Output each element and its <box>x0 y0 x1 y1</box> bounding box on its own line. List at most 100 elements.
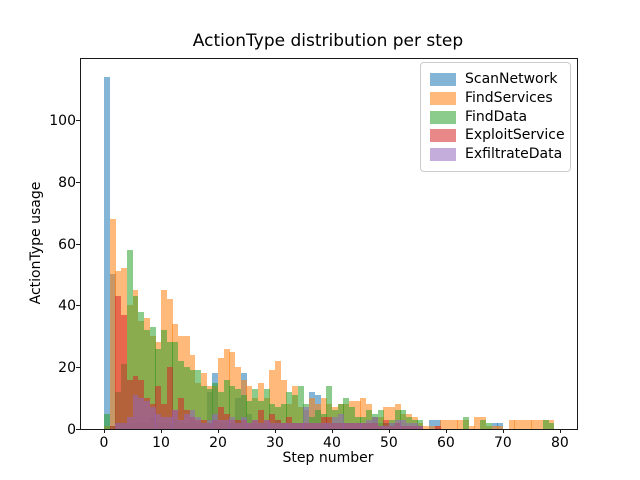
histogram-bar-exfiltratedata <box>178 419 185 429</box>
histogram-bar-findservices <box>445 419 452 429</box>
histogram-bar-findservices <box>388 407 395 429</box>
histogram-bar-exfiltratedata <box>326 422 333 429</box>
histogram-bar-findservices <box>451 419 458 429</box>
histogram-bar-finddata <box>126 249 133 429</box>
x-tick-label: 0 <box>99 435 109 451</box>
y-tick <box>76 243 80 245</box>
histogram-bar-exfiltratedata <box>121 422 128 429</box>
y-tick <box>76 305 80 307</box>
histogram-bar-finddata <box>229 385 236 429</box>
y-tick <box>76 119 80 121</box>
legend-label: ExploitService <box>465 127 565 144</box>
histogram-bar-scannetwork <box>434 419 441 429</box>
x-tick <box>274 429 276 433</box>
histogram-bar-findservices <box>537 419 544 429</box>
histogram-bar-exfiltratedata <box>309 422 316 429</box>
histogram-bar-scannetwork <box>491 422 498 429</box>
histogram-bar-finddata <box>286 391 293 429</box>
histogram-bar-exfiltratedata <box>331 416 338 429</box>
histogram-bar-finddata <box>480 419 487 429</box>
histogram-bar-finddata <box>206 388 213 429</box>
histogram-bar-exfiltratedata <box>183 413 190 429</box>
histogram-bar-finddata <box>485 422 492 429</box>
histogram-bar-exfiltratedata <box>246 422 253 429</box>
histogram-bar-scannetwork <box>497 422 504 429</box>
histogram-bar-findservices <box>514 419 521 429</box>
histogram-bar-finddata <box>297 385 304 429</box>
legend-swatch <box>430 73 456 86</box>
histogram-bar-exfiltratedata <box>388 422 395 429</box>
plot-area: 0 10 20 30 40 50 60 70 80 0 20 40 60 80 100 <box>49 58 578 451</box>
histogram-bar-exploitservice <box>286 416 293 429</box>
histogram-bar-scannetwork <box>104 76 110 429</box>
x-tick <box>104 429 106 433</box>
histogram-bar-finddata <box>406 416 413 429</box>
histogram-bar-exfiltratedata <box>143 401 150 429</box>
histogram-bar-exfiltratedata <box>411 422 418 429</box>
x-tick-label: 10 <box>152 435 170 451</box>
legend-swatch <box>430 110 456 124</box>
histogram-bar-exploitservice <box>155 385 162 429</box>
histogram-bar-exfiltratedata <box>257 422 264 429</box>
legend-swatch <box>430 148 456 161</box>
histogram-bar-exfiltratedata <box>417 425 424 429</box>
legend-label: ScanNetwork <box>465 71 558 87</box>
legend-swatch <box>430 129 456 143</box>
histogram-bar-exfiltratedata <box>240 416 247 429</box>
histogram-bar-findservices <box>109 218 116 429</box>
x-tick <box>559 429 561 433</box>
histogram-bar-exfiltratedata <box>383 425 390 429</box>
histogram-bar-exploitservice <box>178 398 185 429</box>
x-tick <box>502 429 504 433</box>
histogram-bar-exfiltratedata <box>115 422 122 429</box>
legend-label: FindServices <box>465 89 553 106</box>
histogram-bar-exfiltratedata <box>138 398 145 429</box>
histogram-bar-exfiltratedata <box>269 422 276 429</box>
histogram-bar-exfiltratedata <box>132 395 139 429</box>
histogram-bar-finddata <box>132 296 139 429</box>
histogram-bar-exfiltratedata <box>303 407 310 429</box>
histogram-bar-finddata <box>138 311 145 429</box>
x-tick-label: 40 <box>323 435 341 451</box>
x-tick-label: 50 <box>380 435 398 451</box>
legend-label: ExfiltrateData <box>465 146 563 162</box>
y-tick <box>76 367 80 369</box>
histogram-bar-exfiltratedata <box>349 422 356 429</box>
histogram-bar-finddata <box>274 407 281 429</box>
histogram-bar-findservices <box>383 407 390 429</box>
histogram-bar-finddata <box>240 395 247 429</box>
histogram-bar-exfiltratedata <box>371 416 378 429</box>
histogram-bar-exfiltratedata <box>394 419 401 429</box>
histogram-bar-findservices <box>531 419 538 429</box>
y-tick-label: 100 <box>49 112 76 129</box>
histogram-bar-finddata <box>149 327 156 429</box>
histogram-bar-finddata <box>212 382 219 429</box>
histogram-bar-finddata <box>143 330 150 429</box>
histogram-bar-findservices <box>440 419 447 429</box>
histogram-bar-findservices <box>269 370 276 429</box>
histogram-bar-finddata <box>309 416 316 429</box>
y-tick-label: 60 <box>58 236 76 253</box>
histogram-bar-exfiltratedata <box>206 419 213 429</box>
histogram-bar-exploitservice <box>126 379 133 429</box>
histogram-bar-finddata <box>360 416 367 429</box>
histogram-bar-findservices <box>525 419 532 429</box>
y-tick-label: 20 <box>58 360 76 377</box>
histogram-bar-exfiltratedata <box>149 407 156 429</box>
histogram-bar-exploitservice <box>269 413 276 429</box>
histogram-bar-findservices <box>457 419 464 429</box>
histogram-bar-finddata <box>235 388 242 429</box>
histogram-bar-exfiltratedata <box>200 422 207 429</box>
histogram-bar-exploitservice <box>166 367 173 429</box>
histogram-bar-finddata <box>343 398 350 429</box>
histogram-bar-finddata <box>349 407 356 429</box>
histogram-bar-finddata <box>542 419 549 429</box>
histogram-bar-findservices <box>491 425 498 429</box>
histogram-bar-exfiltratedata <box>280 422 287 429</box>
legend-item: FindServices <box>430 90 561 107</box>
legend-item: ExploitService <box>430 127 565 144</box>
histogram-bar-exfiltratedata <box>263 419 270 429</box>
x-tick-label: 80 <box>550 435 569 451</box>
histogram-bar-exploitservice <box>257 410 264 429</box>
histogram-bar-exfiltratedata <box>155 413 162 429</box>
